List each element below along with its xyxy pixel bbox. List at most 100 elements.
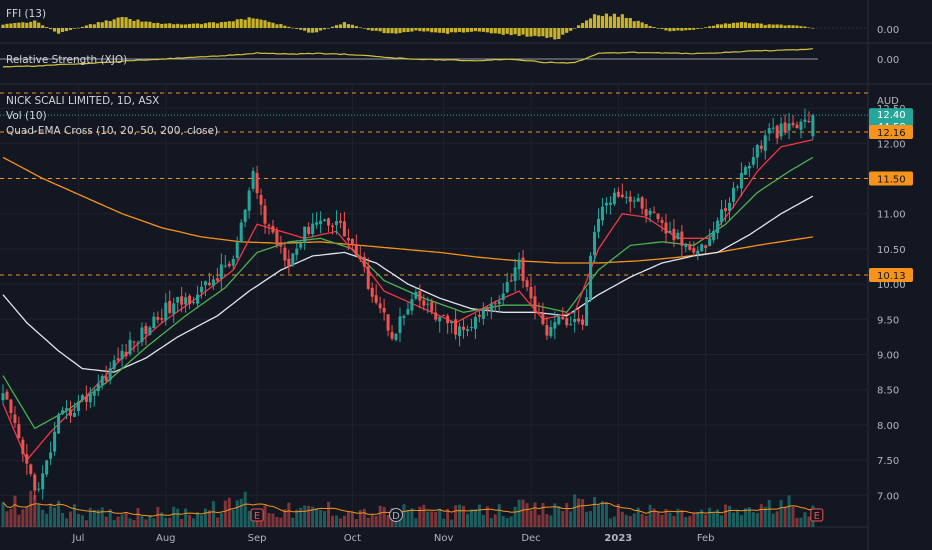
volume-bar <box>716 509 720 527</box>
volume-bar <box>68 511 72 527</box>
candle-body <box>593 231 597 256</box>
ffi-bar <box>600 16 605 28</box>
ffi-bar <box>21 22 25 28</box>
rs-value: 0.00 <box>877 55 899 66</box>
ffi-bar <box>735 22 740 28</box>
candle-body <box>720 209 724 223</box>
volume-bar <box>382 506 386 527</box>
volume-bar <box>374 516 378 527</box>
ffi-bar <box>664 28 668 31</box>
candle-body <box>569 324 573 326</box>
ffi-bar <box>775 24 779 28</box>
candle-body <box>493 303 497 305</box>
volume-bar <box>446 508 450 527</box>
volume-bar <box>430 511 434 527</box>
volume-bar <box>672 516 676 527</box>
volume-bar <box>247 510 251 527</box>
candle-body <box>505 282 509 293</box>
candle-body <box>255 172 259 194</box>
candle-body <box>402 315 406 318</box>
ffi-bar <box>751 23 755 28</box>
ffi-bar <box>283 25 287 28</box>
candle-body <box>152 316 156 329</box>
symbol-title[interactable]: NICK SCALI LIMITED, 1D, ASX <box>6 95 159 107</box>
ffi-bar <box>223 21 227 28</box>
ffi-bar <box>386 28 390 34</box>
volume-bar <box>207 510 211 527</box>
volume-bar <box>406 509 410 527</box>
candle-body <box>192 302 196 304</box>
candle-body <box>80 395 84 401</box>
ffi-bar <box>259 19 263 28</box>
volume-bar <box>708 507 712 527</box>
price-tick-label: 9.50 <box>877 315 899 326</box>
volume-bar <box>17 514 21 527</box>
candle-body <box>196 294 200 304</box>
candle-body <box>485 308 489 311</box>
ffi-bar <box>569 28 573 31</box>
candle-body <box>37 488 41 490</box>
level-price-value: 12.16 <box>877 128 906 139</box>
ffi-bar <box>624 17 628 28</box>
candle-body <box>624 196 628 198</box>
candle-body <box>608 202 612 205</box>
ffi-bar <box>656 28 660 29</box>
candle-body <box>795 124 799 129</box>
price-axis[interactable]: 12.5012.0011.5011.0010.5010.009.509.008.… <box>877 104 906 502</box>
candle-body <box>462 326 466 330</box>
rs-pane[interactable]: Relative Strength (XJO) 0.00 <box>0 48 899 68</box>
ffi-bar <box>88 24 92 28</box>
ema-legend[interactable]: Quad-EMA Cross (10, 20, 50, 200, close) <box>6 125 218 137</box>
volume-bar <box>72 504 76 527</box>
volume-bar <box>577 498 581 527</box>
ffi-bar <box>557 28 561 39</box>
candle-body <box>513 267 517 282</box>
volume-bar <box>743 508 747 527</box>
volume-bar <box>489 518 493 527</box>
volume-bar <box>196 512 200 527</box>
volume-bar <box>346 511 350 527</box>
volume-bar <box>473 509 477 527</box>
main-pane[interactable]: NICK SCALI LIMITED, 1D, ASX Vol (10) Qua… <box>0 92 899 527</box>
ffi-bar <box>299 28 303 30</box>
volume-bar <box>45 513 49 527</box>
volume-legend[interactable]: Vol (10) <box>6 110 47 122</box>
candle-body <box>751 157 755 165</box>
earnings-marker[interactable] <box>810 508 824 522</box>
volume-bar <box>450 519 454 527</box>
ffi-bar <box>636 20 640 28</box>
ffi-bar <box>426 28 430 32</box>
volume-bar <box>176 508 180 527</box>
candle-body <box>521 257 525 281</box>
ffi-bar <box>243 19 247 28</box>
dividend-marker[interactable] <box>389 508 404 522</box>
volume-bar <box>620 511 624 527</box>
candle-body <box>116 358 120 361</box>
level-price-tag <box>869 171 913 186</box>
volume-bar <box>235 500 239 527</box>
volume-bar <box>692 513 696 527</box>
ffi-bar <box>362 28 366 29</box>
candle-body <box>21 439 25 454</box>
candle-body <box>334 221 338 226</box>
ffi-bar <box>608 16 613 28</box>
ffi-bar <box>537 28 541 37</box>
ffi-bar <box>577 25 581 28</box>
candle-body <box>414 291 418 299</box>
ffi-bar <box>453 28 458 33</box>
volume-bar <box>315 508 319 527</box>
ffi-pane[interactable]: FFI (13) 0.00 <box>0 8 899 40</box>
ffi-bar <box>112 19 116 28</box>
time-axis[interactable]: Jul Aug Sep Oct Nov Dec 2023 Feb <box>71 533 714 544</box>
price-tick-label: 10.00 <box>877 280 906 291</box>
candle-body <box>156 316 160 320</box>
ffi-bar <box>731 22 736 28</box>
volume-bar <box>585 511 589 527</box>
candle-body <box>704 245 708 248</box>
candle-body <box>473 316 477 329</box>
earnings-marker[interactable] <box>250 508 264 522</box>
candle-body <box>148 327 152 335</box>
ffi-bar <box>708 26 712 28</box>
volume-bar <box>33 495 37 527</box>
